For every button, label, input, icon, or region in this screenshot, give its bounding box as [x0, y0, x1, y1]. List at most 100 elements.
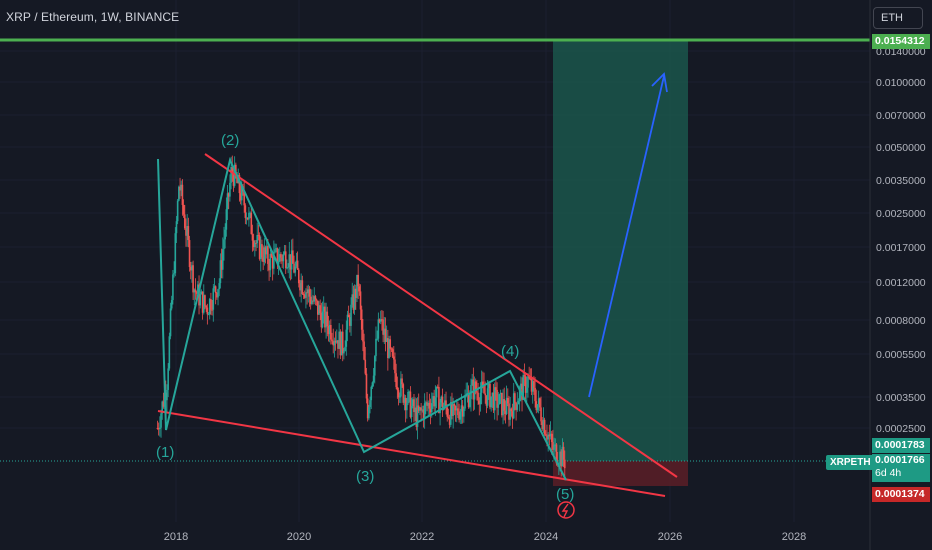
- candle-body: [314, 296, 317, 300]
- candle-body: [219, 260, 222, 284]
- candle-body: [413, 399, 415, 413]
- candle-body: [528, 376, 530, 379]
- price-axis-label: 0.0025000: [876, 208, 926, 220]
- candle-body: [523, 375, 526, 377]
- candle-body: [444, 400, 446, 407]
- candle-body: [452, 404, 454, 416]
- candle-body: [368, 407, 370, 419]
- loss-zone[interactable]: [553, 461, 688, 486]
- candle-body: [364, 359, 367, 374]
- candle-body: [477, 392, 479, 401]
- candle-body: [210, 298, 212, 310]
- candle-body: [295, 260, 298, 267]
- candle-body: [300, 280, 302, 291]
- elliott-wave-path[interactable]: [157, 156, 567, 481]
- candle-body: [312, 300, 314, 302]
- candle-body: [451, 402, 453, 416]
- profit-zone[interactable]: [553, 40, 688, 461]
- candle-body: [202, 295, 205, 313]
- candle-body: [423, 403, 426, 420]
- candle-body: [281, 257, 283, 262]
- candle-body: [422, 409, 425, 420]
- price-axis-label: 0.0012000: [876, 277, 926, 289]
- time-axis-label: 2024: [534, 531, 558, 543]
- candle-body: [182, 204, 185, 215]
- candle-body: [227, 193, 230, 197]
- candle-body: [449, 402, 452, 425]
- candle-body: [333, 340, 336, 346]
- candle-body: [251, 234, 254, 241]
- candle-body: [239, 193, 242, 201]
- candle-body: [384, 328, 387, 342]
- candle-body: [531, 381, 534, 392]
- candle-body: [207, 314, 210, 316]
- candle-body: [502, 399, 504, 416]
- candle-body: [267, 246, 269, 264]
- candle-body: [555, 444, 558, 464]
- candle-body: [243, 191, 245, 206]
- candle-body: [554, 444, 557, 446]
- candle-body: [542, 419, 545, 430]
- candle-body: [349, 317, 351, 326]
- candle-body: [509, 408, 511, 420]
- candle-body: [178, 186, 180, 201]
- candle-body: [324, 306, 326, 328]
- candle-body: [318, 305, 320, 315]
- candle-body: [301, 280, 304, 294]
- candle-body: [319, 305, 321, 313]
- candle-body: [495, 387, 497, 390]
- candle-body: [245, 217, 248, 219]
- candle-body: [458, 415, 460, 420]
- candle-body: [258, 235, 261, 259]
- candle-body: [351, 294, 354, 305]
- wedge-upper-line[interactable]: [204, 153, 678, 478]
- candle-body: [195, 292, 198, 294]
- candle-body: [395, 373, 397, 388]
- candle-body: [537, 398, 540, 405]
- candle-body: [257, 235, 260, 237]
- price-axis-label: 0.0140000: [876, 46, 926, 58]
- candle-body: [252, 240, 255, 248]
- candle-body: [553, 444, 555, 450]
- projection-arrow-line[interactable]: [588, 75, 665, 398]
- price-axis[interactable]: 0.0140000 0.0100000 0.0070000 0.0050000 0.00…: [876, 46, 926, 435]
- candle-body: [181, 184, 184, 205]
- candle-body: [416, 405, 419, 427]
- candle-body: [448, 417, 451, 425]
- time-axis[interactable]: 2018 2020 2022 2024 2026 2028: [164, 531, 806, 543]
- candle-body: [508, 403, 510, 420]
- flash-event-icon[interactable]: [557, 501, 575, 519]
- wedge-lower-line[interactable]: [157, 410, 666, 497]
- candle-body: [296, 260, 299, 270]
- candle-body: [529, 378, 532, 380]
- candle-body: [514, 393, 516, 403]
- candle-body: [388, 339, 390, 359]
- candle-body: [484, 393, 487, 396]
- last-price-value: 0.0001766: [875, 454, 925, 466]
- candle-body: [547, 434, 549, 440]
- currency-button[interactable]: ETH: [873, 7, 923, 29]
- candle-body: [283, 251, 286, 255]
- candle-body: [159, 427, 161, 429]
- candle-body: [248, 212, 250, 220]
- candle-body: [525, 387, 528, 393]
- candle-body: [236, 176, 238, 184]
- candle-body: [161, 401, 164, 414]
- candle-body: [290, 250, 293, 270]
- candle-body: [476, 391, 478, 393]
- candle-body: [167, 368, 169, 390]
- candle-body: [249, 212, 251, 214]
- candle-body: [524, 376, 527, 393]
- candle-body: [366, 398, 369, 419]
- candle-body: [339, 331, 342, 356]
- candle-body: [265, 246, 268, 255]
- price-axis-label: 0.0050000: [876, 142, 926, 154]
- candle-body: [539, 398, 541, 408]
- candle-body: [427, 402, 430, 406]
- symbol-title[interactable]: XRP / Ethereum, 1W, BINANCE: [6, 10, 180, 24]
- wave-label-4: (4): [501, 343, 519, 360]
- candle-body: [352, 294, 355, 310]
- candle-body: [225, 209, 228, 230]
- candle-body: [294, 266, 297, 273]
